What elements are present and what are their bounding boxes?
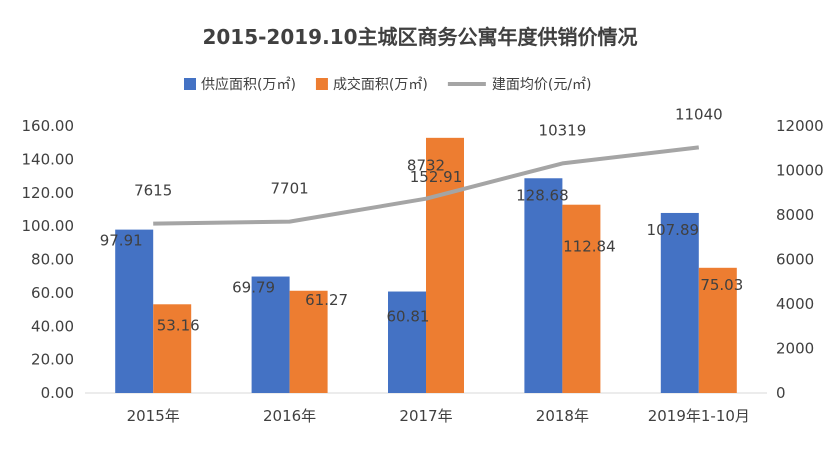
category-label: 2016年 bbox=[263, 407, 316, 425]
supply-area-bar bbox=[115, 229, 154, 393]
left-axis-tick-label: 80.00 bbox=[31, 251, 74, 269]
data-labels: 97.91 53.16 69.79 61.27 60.81 152.91 128.68 112… bbox=[100, 105, 744, 334]
sales-area-data-label: 112.84 bbox=[563, 238, 616, 256]
left-axis-tick-label: 120.00 bbox=[22, 184, 75, 202]
legend: 供应面积(万㎡) 成交面积(万㎡) 建面均价(元/㎡) bbox=[184, 76, 592, 93]
category-labels: 2015年 2016年 2017年 2018年 2019年1-10月 bbox=[127, 407, 750, 425]
right-axis-tick-label: 6000 bbox=[776, 251, 814, 269]
supply-area-bar bbox=[524, 178, 563, 393]
supply-area-data-label: 60.81 bbox=[387, 308, 430, 326]
supply-area-bar bbox=[251, 276, 290, 393]
right-axis-tick-label: 4000 bbox=[776, 295, 814, 313]
price-line-path bbox=[153, 145, 700, 226]
left-axis: 0.00 20.00 40.00 60.00 80.00 100.00 120.00 140.… bbox=[22, 117, 75, 402]
sales-area-bar bbox=[153, 304, 192, 393]
legend-label: 供应面积(万㎡) bbox=[201, 76, 296, 93]
supply-area-bar bbox=[388, 291, 426, 393]
sales-area-bar bbox=[426, 137, 464, 393]
price-data-label: 10319 bbox=[539, 121, 587, 139]
price-data-label: 7701 bbox=[271, 180, 309, 198]
right-axis-tick-label: 8000 bbox=[776, 206, 814, 224]
right-axis-tick-label: 10000 bbox=[776, 162, 824, 180]
sales-area-bar bbox=[698, 267, 737, 393]
left-axis-tick-label: 0.00 bbox=[41, 384, 74, 402]
left-axis-tick-label: 40.00 bbox=[31, 317, 74, 335]
supply-area-bar bbox=[660, 212, 699, 393]
sales-area-data-label: 53.16 bbox=[157, 316, 200, 334]
price-data-label: 7615 bbox=[134, 182, 172, 200]
left-axis-tick-label: 140.00 bbox=[22, 150, 75, 168]
sales-area-bar bbox=[562, 204, 601, 393]
legend-label: 建面均价(元/㎡) bbox=[492, 77, 592, 93]
right-axis-tick-label: 0 bbox=[776, 384, 786, 402]
right-axis: 0 2000 4000 6000 8000 10000 12000 bbox=[776, 117, 824, 402]
right-axis-tick-label: 2000 bbox=[776, 340, 814, 358]
sales-area-data-label: 152.91 bbox=[410, 168, 463, 186]
sales-area-bar bbox=[289, 290, 328, 393]
category-label: 2018年 bbox=[536, 407, 589, 425]
supply-area-data-label: 107.89 bbox=[647, 221, 700, 239]
supply-area-data-label: 128.68 bbox=[516, 186, 569, 204]
legend-supply-swatch bbox=[184, 78, 196, 90]
left-axis-tick-label: 100.00 bbox=[22, 217, 75, 235]
chart-title: 2015-2019.10主城区商务公寓年度供销价情况 bbox=[202, 25, 637, 49]
category-label: 2015年 bbox=[127, 407, 180, 425]
price-data-label: 8732 bbox=[407, 157, 445, 175]
price-data-label: 11040 bbox=[675, 105, 723, 123]
category-label: 2019年1-10月 bbox=[648, 407, 750, 425]
bars bbox=[115, 137, 737, 393]
sales-area-data-label: 61.27 bbox=[305, 291, 348, 309]
supply-area-data-label: 97.91 bbox=[100, 232, 143, 250]
left-axis-tick-label: 20.00 bbox=[31, 351, 74, 369]
legend-label: 成交面积(万㎡) bbox=[333, 76, 428, 93]
price-line bbox=[153, 145, 700, 226]
category-label: 2017年 bbox=[399, 407, 452, 425]
left-axis-tick-label: 60.00 bbox=[31, 284, 74, 302]
legend-sales-swatch bbox=[315, 78, 328, 90]
right-axis-tick-label: 12000 bbox=[776, 117, 824, 135]
left-axis-tick-label: 160.00 bbox=[22, 117, 75, 135]
sales-area-data-label: 75.03 bbox=[700, 276, 743, 294]
supply-area-data-label: 69.79 bbox=[232, 279, 275, 297]
